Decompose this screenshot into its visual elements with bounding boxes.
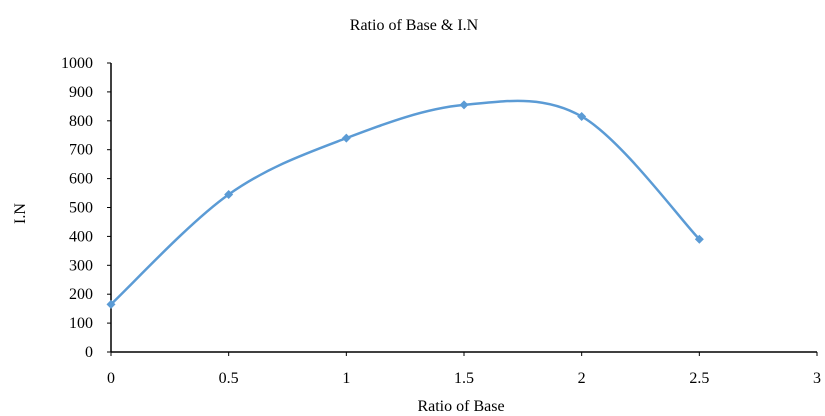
y-tick-label: 1000 (61, 55, 93, 72)
x-axis-label: Ratio of Base (417, 398, 504, 415)
data-point (341, 133, 351, 143)
x-tick-label: 1 (342, 370, 350, 387)
y-tick-label: 400 (69, 228, 93, 245)
x-tick-label: 0 (107, 370, 115, 387)
data-point (106, 299, 116, 309)
y-axis-label: I.N (12, 203, 29, 224)
x-tick-label: 1.5 (454, 370, 474, 387)
x-tick-label: 2 (578, 370, 586, 387)
data-point (577, 111, 587, 121)
y-tick-label: 100 (69, 315, 93, 332)
y-ticks: 0 100 200 300 400 500 600 700 800 900 1000 (61, 55, 111, 361)
x-tick-label: 0.5 (219, 370, 239, 387)
y-tick-label: 800 (69, 113, 93, 130)
x-tick-label: 2.5 (689, 370, 709, 387)
y-tick-label: 700 (69, 142, 93, 159)
x-tick-label: 3 (813, 370, 821, 387)
series-layer (106, 99, 704, 309)
y-tick-label: 500 (69, 200, 93, 217)
y-tick-label: 900 (69, 84, 93, 101)
series-group (106, 99, 704, 309)
y-tick-label: 600 (69, 171, 93, 188)
y-tick-label: 300 (69, 257, 93, 274)
y-tick-label: 200 (69, 286, 93, 303)
data-point (224, 189, 234, 199)
data-point (459, 100, 469, 110)
series-line (109, 99, 701, 306)
chart-title: Ratio of Base & I.N (350, 17, 479, 34)
y-tick-label: 0 (85, 344, 93, 361)
data-point (694, 234, 704, 244)
x-ticks: 0 0.5 1 1.5 2 2.5 3 (107, 352, 821, 387)
